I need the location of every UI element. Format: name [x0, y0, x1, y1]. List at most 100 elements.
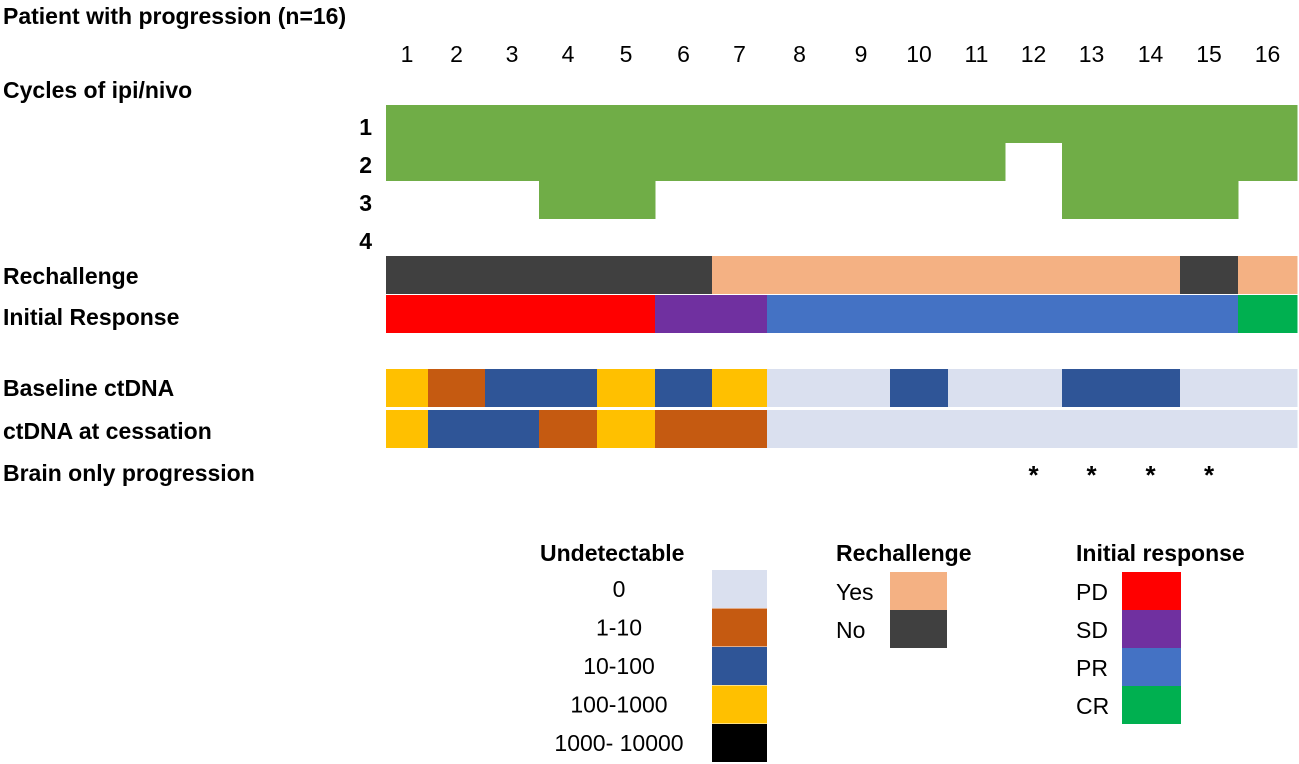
patient-number-label: 15: [1196, 41, 1222, 67]
ctdna-cessation-cell: [832, 410, 891, 448]
rechallenge-cell: [832, 256, 891, 294]
initial-response-cell: [655, 295, 713, 333]
baseline-ctdna-cell: [428, 369, 486, 407]
patient-number-label: 6: [677, 41, 690, 67]
ctdna-cessation-cell: [539, 410, 598, 448]
ctdna-cessation-cell: [948, 410, 1006, 448]
baseline-ctdna-cell: [1062, 369, 1122, 407]
patient-number-label: 10: [906, 41, 932, 67]
baseline-ctdna-cell: [1180, 369, 1239, 407]
cycle-row-label: 3: [359, 190, 372, 216]
rechallenge-cell: [1238, 256, 1298, 294]
legend-ctdna-swatch: [712, 608, 767, 647]
cycles-bar: [1005, 105, 1063, 143]
ctdna-cessation-row-label: ctDNA at cessation: [3, 418, 212, 444]
rechallenge-cell: [712, 256, 768, 294]
cycles-bar: [832, 105, 891, 181]
legend-ctdna-swatch: [712, 685, 767, 724]
legend-ctdna-label: 1000- 10000: [554, 730, 683, 756]
baseline-ctdna-cell: [948, 369, 1006, 407]
initial-response-cell: [539, 295, 598, 333]
ctdna-cessation-cell: [890, 410, 949, 448]
ctdna-cessation-cell: [485, 410, 540, 448]
patient-number-label: 1: [401, 41, 414, 67]
legend-rechallenge-label: No: [836, 617, 865, 643]
legend-rechallenge-swatch: [890, 572, 947, 610]
patient-number-label: 12: [1021, 41, 1047, 67]
cycles-bar: [1238, 105, 1298, 181]
initial-response-cell: [832, 295, 891, 333]
legend-response-title: Initial response: [1076, 540, 1245, 566]
baseline-ctdna-cell: [655, 369, 713, 407]
initial-response-cell: [597, 295, 656, 333]
cycles-bar: [597, 105, 656, 219]
brain-only-row-label: Brain only progression: [3, 460, 255, 486]
cycles-bar: [948, 105, 1006, 181]
legend-response-swatch: [1122, 686, 1181, 724]
legend-ctdna-swatch: [712, 647, 767, 685]
rechallenge-cell: [539, 256, 598, 294]
baseline-ctdna-cell: [386, 369, 429, 407]
rechallenge-cell: [1005, 256, 1063, 294]
rechallenge-cell: [767, 256, 833, 294]
legend-response-label: SD: [1076, 617, 1108, 643]
cycle-row-label: 4: [359, 228, 372, 254]
rechallenge-cell: [890, 256, 949, 294]
cycles-bar: [1180, 105, 1239, 219]
rechallenge-cell: [1180, 256, 1239, 294]
legend-response-label: PD: [1076, 579, 1108, 605]
legend-ctdna-label: 100-1000: [570, 692, 667, 718]
rechallenge-cell: [386, 256, 429, 294]
ctdna-cessation-cell: [1180, 410, 1239, 448]
patient-number-label: 11: [965, 41, 989, 67]
rechallenge-cell: [485, 256, 540, 294]
baseline-ctdna-cell: [539, 369, 598, 407]
baseline-ctdna-cell: [1238, 369, 1298, 407]
cycles-bar: [1121, 105, 1181, 219]
patient-number-label: 7: [733, 41, 746, 67]
legend-ctdna-label: 0: [613, 576, 626, 602]
ctdna-cessation-cell: [597, 410, 656, 448]
brain-only-marker: *: [1086, 460, 1097, 490]
baseline-ctdna-cell: [767, 369, 833, 407]
baseline-ctdna-cell: [890, 369, 949, 407]
baseline-ctdna-cell: [1121, 369, 1181, 407]
cycles-bar: [1062, 105, 1122, 219]
cycles-bar: [428, 105, 486, 181]
cycles-bar: [890, 105, 949, 181]
initial-response-cell: [767, 295, 833, 333]
legend-ctdna-title: Undetectable: [540, 540, 684, 566]
legend-response-swatch: [1122, 572, 1181, 610]
brain-only-marker: *: [1028, 460, 1039, 490]
cycles-bar: [485, 105, 540, 181]
baseline-ctdna-cell: [712, 369, 768, 407]
baseline-ctdna-cell: [1005, 369, 1063, 407]
brain-only-marker: *: [1145, 460, 1156, 490]
legend-ctdna-label: 10-100: [583, 653, 655, 679]
initial-response-cell: [485, 295, 540, 333]
patient-number-label: 4: [562, 41, 575, 67]
baseline-ctdna-cell: [832, 369, 891, 407]
rechallenge-cell: [1121, 256, 1181, 294]
patient-number-label: 13: [1079, 41, 1105, 67]
initial-response-cell: [1005, 295, 1063, 333]
ctdna-cessation-cell: [767, 410, 833, 448]
ctdna-cessation-cell: [1062, 410, 1122, 448]
patient-number-label: 2: [450, 41, 463, 67]
initial-response-cell: [428, 295, 486, 333]
ctdna-cessation-cell: [712, 410, 768, 448]
baseline-ctdna-cell: [597, 369, 656, 407]
rechallenge-cell: [948, 256, 1006, 294]
legend-ctdna-label: 1-10: [596, 615, 642, 641]
cycles-bar: [655, 105, 713, 181]
initial-response-row-label: Initial Response: [3, 304, 179, 330]
initial-response-cell: [1062, 295, 1122, 333]
legend-response-swatch: [1122, 648, 1181, 686]
rechallenge-row-label: Rechallenge: [3, 263, 139, 289]
legend-ctdna-swatch: [712, 570, 767, 608]
cycles-bar: [386, 105, 429, 181]
patient-number-label: 14: [1138, 41, 1164, 67]
legend-rechallenge-swatch: [890, 610, 947, 648]
rechallenge-cell: [597, 256, 656, 294]
